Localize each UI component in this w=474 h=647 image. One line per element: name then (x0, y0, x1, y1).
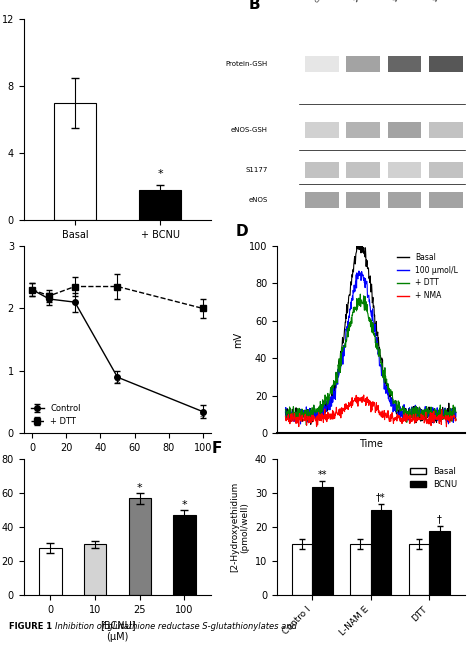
Bar (128, 498, 151, 595)
Bar (388, 162, 421, 178)
Bar (139, 190, 182, 220)
Text: †: † (437, 514, 442, 524)
Text: *: * (137, 483, 143, 493)
Legend: Control, + DTT: Control, + DTT (28, 400, 84, 430)
Text: F: F (211, 441, 222, 455)
Text: FIGURE 1: FIGURE 1 (9, 622, 58, 631)
Text: S1177: S1177 (245, 167, 267, 173)
Bar (292, 544, 312, 595)
X-axis label: [BCNU]
(μM): [BCNU] (μM) (100, 620, 135, 642)
Legend: Basal, BCNU: Basal, BCNU (406, 463, 460, 492)
Bar (388, 192, 421, 208)
Bar (346, 56, 380, 72)
X-axis label: [BCNU] (μM): [BCNU] (μM) (87, 459, 148, 469)
X-axis label: Time: Time (359, 439, 383, 449)
Text: B: B (249, 0, 260, 12)
Bar (350, 544, 371, 595)
Bar (409, 544, 429, 595)
Bar (54, 103, 96, 220)
Legend: Basal, 100 μmol/L, + DTT, + NMA: Basal, 100 μmol/L, + DTT, + NMA (394, 250, 461, 303)
Y-axis label: mV: mV (233, 332, 243, 347)
Text: eNOS-GSH: eNOS-GSH (230, 127, 267, 133)
Text: *: * (200, 413, 206, 423)
Bar (429, 192, 463, 208)
Bar (312, 487, 333, 595)
Bar (429, 56, 463, 72)
Bar (305, 56, 339, 72)
Bar (305, 192, 339, 208)
Text: **: ** (318, 470, 327, 480)
Y-axis label: [2-Hydroxyethidium
(pmol/well): [2-Hydroxyethidium (pmol/well) (230, 482, 249, 573)
Text: eNOS: eNOS (248, 197, 267, 203)
Bar (305, 122, 339, 138)
Text: 25 μM: 25 μM (354, 0, 369, 3)
Text: Inhibition of glutathione reductase S-glutathionylates and: Inhibition of glutathione reductase S-gl… (55, 622, 296, 631)
Bar (346, 122, 380, 138)
Text: 100 μM: 100 μM (393, 0, 410, 3)
Bar (346, 192, 380, 208)
Bar (388, 56, 421, 72)
Bar (39, 547, 62, 595)
Text: *: * (115, 378, 120, 389)
Bar (346, 162, 380, 178)
Bar (84, 544, 106, 595)
Bar (305, 162, 339, 178)
Text: †*: †* (376, 492, 386, 502)
Bar (371, 510, 391, 595)
Text: *: * (157, 168, 163, 179)
Text: Protein-GSH: Protein-GSH (225, 61, 267, 67)
Bar (429, 122, 463, 138)
Text: D: D (236, 225, 248, 239)
Text: *: * (182, 499, 187, 510)
Bar (429, 531, 450, 595)
Text: Control: Control (314, 0, 332, 3)
Bar (429, 162, 463, 178)
Y-axis label: Arginine to Citrulline
Conversion (%): Arginine to Citrulline Conversion (%) (0, 292, 2, 387)
Bar (173, 516, 196, 595)
Text: 100 μM + DTT: 100 μM + DTT (433, 0, 463, 3)
Bar (388, 122, 421, 138)
